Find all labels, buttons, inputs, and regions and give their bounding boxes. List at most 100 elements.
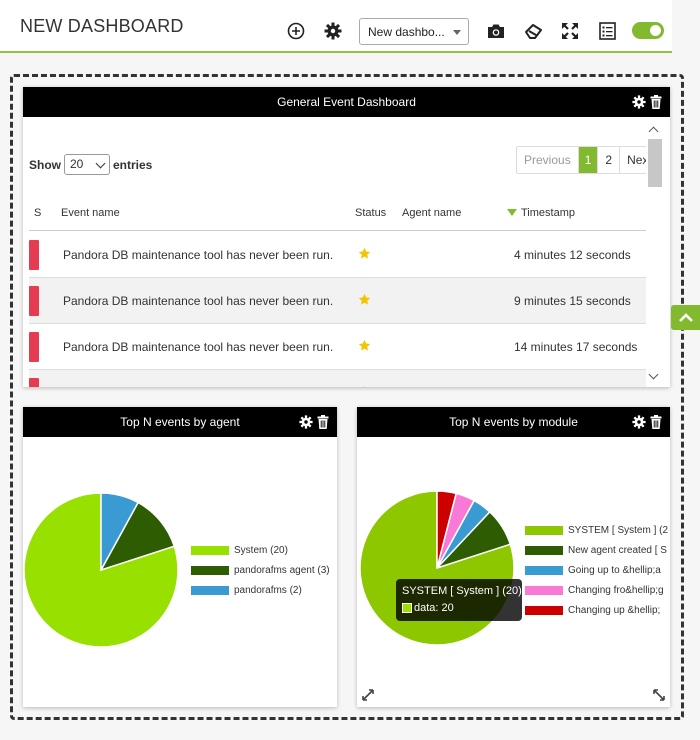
- trash-icon[interactable]: [650, 415, 662, 429]
- entries-select[interactable]: 20: [64, 154, 110, 175]
- expand-arrows-icon: [562, 23, 578, 39]
- caret-down-icon: [453, 30, 461, 35]
- page-1-button[interactable]: 1: [578, 147, 599, 173]
- legend-swatch: [525, 566, 563, 575]
- column-timestamp[interactable]: Timestamp: [507, 207, 575, 219]
- legend-label: System (20): [234, 545, 288, 556]
- legend-label: New agent created [ S: [568, 545, 667, 556]
- severity-indicator: [29, 286, 39, 316]
- scrollbar-thumb[interactable]: [648, 139, 662, 187]
- module-pie-chart: [359, 490, 515, 646]
- dashboard-select[interactable]: New dashbo...: [359, 18, 469, 45]
- pie-slice[interactable]: [436, 490, 458, 569]
- chart-tooltip: SYSTEM [ System ] (20) data: 20: [396, 579, 522, 621]
- page-title: NEW DASHBOARD: [20, 16, 184, 36]
- agent-pie-chart: [23, 492, 179, 648]
- legend-swatch: [525, 546, 563, 555]
- entries-label: entries: [113, 157, 153, 172]
- event-timestamp: 14 minutes 17 seconds: [514, 340, 638, 354]
- legend-swatch: [191, 566, 229, 575]
- event-name: Pandora DB maintenance tool has never be…: [63, 294, 334, 308]
- scroll-up-icon[interactable]: [648, 126, 659, 137]
- table-row[interactable]: Pandora DB maintenance tool has never be…: [29, 370, 646, 387]
- top-events-by-agent-widget: Top N events by agent S: [23, 407, 337, 707]
- event-name: Pandora DB maintenance tool has never be…: [63, 340, 334, 354]
- slideshow-toggle[interactable]: [632, 22, 664, 39]
- tooltip-title: SYSTEM [ System ] (20): [402, 585, 522, 597]
- widget-header: Top N events by agent: [23, 407, 337, 437]
- widget-header: General Event Dashboard: [23, 87, 670, 117]
- page-2-button[interactable]: 2: [598, 147, 621, 173]
- severity-indicator: [29, 240, 39, 270]
- add-widget-button[interactable]: [286, 21, 306, 41]
- star-icon: [358, 339, 371, 351]
- widget-title: Top N events by agent: [120, 415, 240, 429]
- plus-circle-icon: [287, 22, 305, 40]
- legend-item: SYSTEM [ System ] (2: [525, 525, 668, 536]
- table-row[interactable]: Pandora DB maintenance tool has never be…: [29, 278, 646, 324]
- chevron-up-icon: [678, 312, 693, 322]
- legend-item: Changing fro&hellip;g: [525, 585, 664, 596]
- legend-label: SYSTEM [ System ] (2: [568, 525, 669, 536]
- screenshot-button[interactable]: [486, 21, 506, 41]
- severity-indicator: [29, 332, 39, 362]
- tooltip-value-row: data: 20: [402, 602, 454, 614]
- camera-icon: [488, 24, 504, 38]
- legend-item: System (20): [191, 545, 288, 556]
- legend-swatch: [525, 526, 563, 535]
- table-row[interactable]: Pandora DB maintenance tool has never be…: [29, 324, 646, 370]
- legend-item: New agent created [ S: [525, 545, 667, 556]
- resize-handle-icon[interactable]: [362, 689, 374, 701]
- list-view-button[interactable]: [597, 21, 617, 41]
- dashboard-select-value: New dashbo...: [368, 25, 445, 39]
- entries-control: Show 20 entries: [29, 154, 152, 175]
- tooltip-color-swatch: [402, 603, 412, 613]
- module-chart-legend: SYSTEM [ System ] (2 New agent created [ …: [525, 525, 670, 625]
- dashboard-canvas: [10, 74, 684, 720]
- event-timestamp: 9 minutes 15 seconds: [514, 294, 631, 308]
- trash-icon[interactable]: [317, 415, 329, 429]
- table-scrollbar[interactable]: [646, 121, 664, 385]
- gear-icon[interactable]: [632, 415, 646, 429]
- legend-label: pandorafms (2): [234, 585, 302, 596]
- pie-slice[interactable]: [100, 492, 140, 571]
- event-name: Pandora DB maintenance tool has never be…: [63, 248, 334, 262]
- widget-header: Top N events by module: [357, 407, 670, 437]
- gear-icon[interactable]: [299, 415, 313, 429]
- edit-button[interactable]: [523, 21, 543, 41]
- column-severity[interactable]: S: [34, 207, 42, 219]
- widget-title: Top N events by module: [449, 415, 578, 429]
- event-table-area: Show 20 entries Previous 1 2 Next S Even…: [23, 117, 646, 387]
- star-icon: [358, 247, 371, 259]
- legend-label: Changing up &hellip;: [568, 605, 661, 616]
- gear-icon[interactable]: [632, 95, 646, 109]
- pagination: Previous 1 2 Next: [516, 146, 646, 174]
- legend-swatch: [191, 546, 229, 555]
- severity-indicator: [29, 378, 39, 387]
- scroll-down-icon[interactable]: [648, 369, 659, 380]
- event-dashboard-widget: General Event Dashboard: [23, 87, 670, 387]
- trash-icon[interactable]: [650, 95, 662, 109]
- tooltip-value: data: 20: [414, 602, 454, 614]
- top-events-by-module-widget: Top N events by module: [357, 407, 670, 707]
- event-timestamp: 19 minutes 20 seconds: [514, 386, 637, 387]
- scroll-top-button[interactable]: [671, 305, 700, 330]
- event-timestamp: 4 minutes 12 seconds: [514, 248, 631, 262]
- table-row[interactable]: Pandora DB maintenance tool has never be…: [29, 232, 646, 278]
- legend-label: Going up to &hellip;a: [568, 565, 661, 576]
- star-icon: [358, 293, 371, 305]
- legend-label: pandorafms agent (3): [234, 565, 330, 576]
- legend-swatch: [525, 586, 563, 595]
- settings-button[interactable]: [323, 21, 343, 41]
- column-event-name[interactable]: Event name: [61, 207, 120, 219]
- column-status[interactable]: Status: [355, 207, 387, 219]
- widget-title: General Event Dashboard: [277, 95, 416, 109]
- sort-desc-icon: [507, 209, 517, 216]
- show-label: Show: [29, 157, 61, 172]
- fullscreen-button[interactable]: [560, 21, 580, 41]
- page-header: NEW DASHBOARD New dashbo...: [0, 0, 672, 53]
- resize-handle-icon[interactable]: [653, 689, 665, 701]
- column-agent-name[interactable]: Agent name: [402, 207, 462, 219]
- previous-page-button[interactable]: Previous: [517, 147, 579, 173]
- next-page-button[interactable]: Next: [627, 153, 646, 167]
